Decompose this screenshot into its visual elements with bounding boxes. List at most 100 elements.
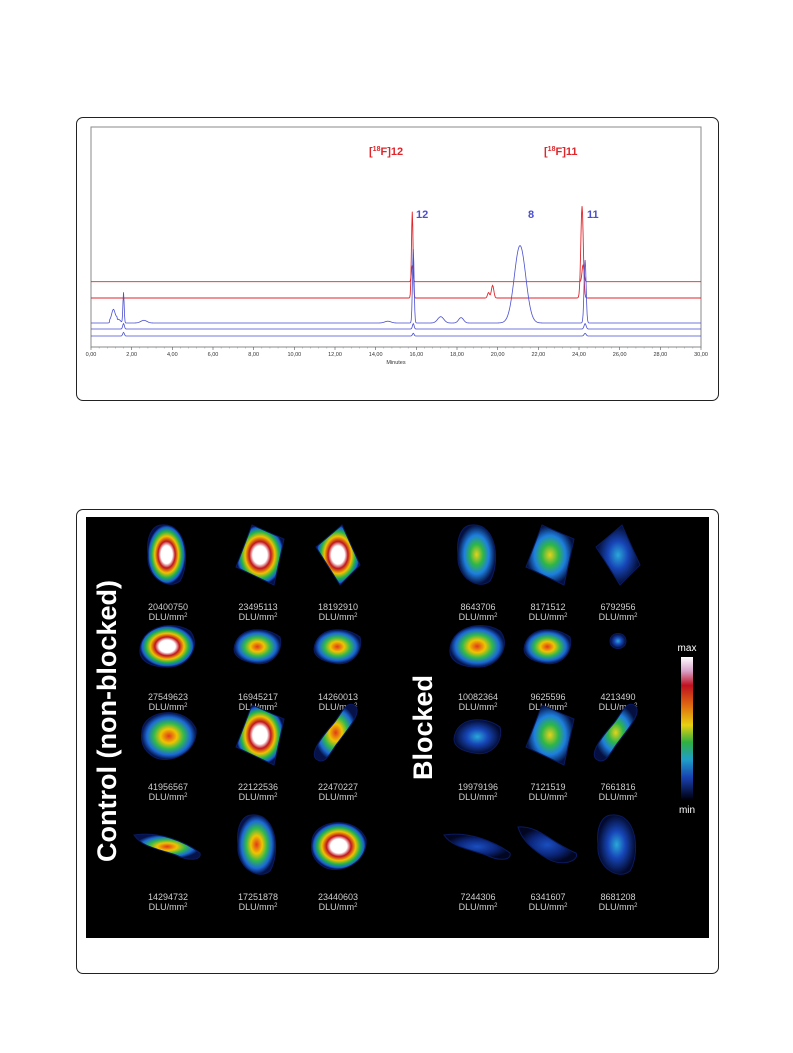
section-value: 23440603 [318, 892, 358, 902]
section-unit: DLU/mm2 [459, 902, 499, 912]
section-value: 14260013 [318, 692, 358, 702]
section-unit: DLU/mm2 [319, 702, 359, 712]
color-scale-bar [681, 657, 693, 799]
peak-label-11: 11 [587, 209, 599, 221]
tissue-section-image [517, 826, 578, 864]
tissue-section-image [525, 704, 575, 766]
peak-label-12: 12 [416, 209, 428, 221]
x-tick-label: 0,00 [86, 352, 97, 358]
section-value: 19979196 [458, 782, 498, 792]
tissue-section-image [139, 625, 195, 668]
section-value: 23495113 [238, 602, 277, 612]
section-unit: DLU/mm2 [599, 792, 639, 802]
section-unit: DLU/mm2 [239, 902, 279, 912]
tissue-section-image [141, 712, 197, 760]
tissue-section-image [595, 524, 641, 586]
section-value: 16945217 [238, 692, 278, 702]
section-value: 7244306 [460, 892, 495, 902]
scale-max-label: max [678, 643, 697, 654]
tissue-section-image [147, 524, 186, 585]
peak-label-f12: [18F]12 [369, 146, 403, 158]
x-tick-label: 22,00 [531, 352, 545, 358]
section-unit: DLU/mm2 [319, 792, 359, 802]
uv-trace-1 [91, 245, 701, 324]
tissue-section-image [313, 629, 362, 665]
radio-trace-lower [91, 206, 701, 299]
section-unit: DLU/mm2 [529, 792, 569, 802]
tissue-section-image [523, 629, 572, 665]
x-tick-label: 16,00 [409, 352, 423, 358]
section-unit: DLU/mm2 [529, 612, 569, 622]
section-value: 18192910 [318, 602, 358, 612]
section-value: 7121519 [530, 782, 565, 792]
x-tick-label: 2,00 [126, 352, 137, 358]
tissue-section-image [525, 524, 575, 586]
section-value: 9625596 [530, 692, 565, 702]
x-tick-label: 6,00 [208, 352, 219, 358]
x-tick-label: 8,00 [248, 352, 259, 358]
section-value: 27549623 [148, 692, 188, 702]
section-unit: DLU/mm2 [149, 702, 189, 712]
section-value: 14294732 [148, 892, 188, 902]
section-unit: DLU/mm2 [239, 792, 279, 802]
section-unit: DLU/mm2 [239, 612, 279, 622]
section-value: 6341607 [530, 892, 565, 902]
tissue-section: 9625596DLU/mm2 [523, 629, 572, 712]
section-value: 8171512 [530, 602, 565, 612]
x-axis-title: Minutes [386, 360, 406, 366]
chromatogram-chart: 0,00 2,00 4,00 6,00 8,00 10,00 12,00 14,00 16,00… [86, 126, 708, 366]
tissue-section-image [609, 633, 627, 649]
autoradiography-panel: Control (non-blocked) Blocked 20400750 DL… [76, 509, 719, 974]
plot-frame [90, 126, 702, 348]
uv-trace-2 [91, 322, 701, 330]
x-tick-label: 10,00 [287, 352, 301, 358]
section-unit: DLU/mm2 [529, 902, 569, 912]
tissue-section-image [453, 719, 502, 755]
section-value: 10082364 [458, 692, 498, 702]
tissue-section-image [235, 524, 285, 586]
tissue-section-image [315, 524, 361, 586]
tissue-section-image [449, 625, 505, 668]
section-unit: DLU/mm2 [319, 612, 359, 622]
tissue-section-image [237, 814, 276, 875]
x-tick-label: 14,00 [369, 352, 383, 358]
section-unit: DLU/mm2 [599, 702, 639, 712]
section-value: 8681208 [600, 892, 635, 902]
tissue-section-image [597, 814, 636, 875]
peak-label-8: 8 [528, 209, 534, 221]
section-value: 6792956 [600, 602, 635, 612]
section-unit: DLU/mm2 [459, 702, 499, 712]
tissue-section-image [593, 703, 638, 762]
tissue-section-image [313, 703, 358, 762]
tissue-section-image [443, 833, 511, 860]
section-value: 22470227 [318, 782, 358, 792]
tissue-section-image [311, 822, 367, 870]
tissue-section: 16945217DLU/mm2 [233, 629, 282, 712]
tissue-section-image [457, 524, 496, 585]
x-tick-label: 20,00 [491, 352, 505, 358]
section-value: 17251878 [238, 892, 278, 902]
tissue-section-image [233, 629, 282, 665]
x-tick-label: 26,00 [613, 352, 627, 358]
section-value: 8643706 [460, 602, 495, 612]
x-tick-label: 24,00 [572, 352, 586, 358]
section-unit: DLU/mm2 [599, 902, 639, 912]
group-label-control: Control (non-blocked) [92, 580, 122, 862]
section-value: 4213490 [600, 692, 635, 702]
